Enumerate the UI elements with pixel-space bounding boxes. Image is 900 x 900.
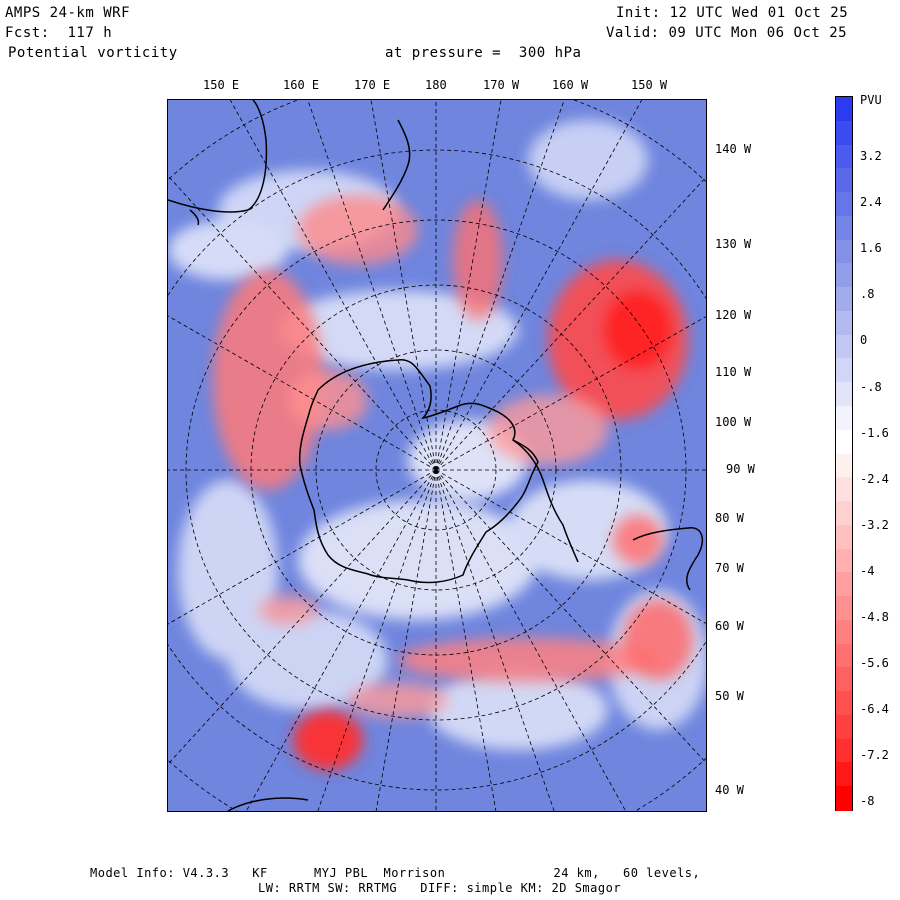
forecast-hour: Fcst: 117 h (5, 25, 113, 41)
model-info-line2: LW: RRTM SW: RRTMG DIFF: simple KM: 2D S… (258, 881, 622, 895)
colorbar-tick-label: 3.2 (860, 149, 882, 163)
south-america-coast (632, 527, 704, 591)
model-info-line1: Model Info: V4.3.3 KF MYJ PBL Morrison 2… (90, 866, 701, 880)
australia-coast (168, 100, 268, 213)
colorbar-segment (836, 762, 852, 787)
colorbar-segment (836, 263, 852, 288)
colorbar-segment (836, 97, 852, 122)
colorbar-segment (836, 334, 852, 360)
colorbar-segment (836, 572, 852, 597)
longitude-lines (168, 100, 706, 811)
colorbar-segment (836, 144, 852, 169)
colorbar-segment (836, 358, 852, 383)
colorbar-tick-label: -2.4 (860, 471, 889, 486)
colorbar-segment (836, 287, 852, 312)
colorbar-segment (836, 239, 852, 264)
model-title: AMPS 24-km WRF (5, 5, 131, 21)
colorbar-unit: PVU (860, 93, 882, 107)
colorbar-tick-label: 2.4 (860, 195, 882, 210)
lon-label-130w: 130 W (715, 237, 752, 251)
lon-label-50w: 50 W (715, 689, 744, 703)
coastlines (168, 100, 704, 811)
init-time: Init: 12 UTC Wed 01 Oct 25 (616, 5, 849, 21)
lon-label-100w: 100 W (715, 415, 752, 429)
lon-label-150e: 150 E (203, 78, 240, 92)
lon-label-140w: 140 W (715, 142, 752, 156)
pv-colorbar (835, 96, 853, 811)
colorbar-segment (836, 382, 852, 407)
colorbar-tick-label: -.8 (860, 379, 882, 394)
colorbar-tick-label: -4 (860, 563, 875, 578)
tasmania-coast (189, 209, 200, 226)
colorbar-tick-label: .8 (860, 287, 875, 302)
antarctic-peninsula-coast (512, 439, 579, 563)
colorbar-segment (836, 643, 852, 668)
lon-label-90w: 90 W (726, 462, 755, 476)
negative-pv-regions (213, 195, 693, 770)
neutral-pv-filaments (168, 120, 706, 750)
colorbar-segment (836, 453, 852, 478)
colorbar-segment (836, 596, 852, 621)
map-canvas (168, 100, 706, 811)
south-africa-coast (227, 797, 309, 811)
antarctica-coast (298, 359, 539, 584)
colorbar-tick-label: -7.2 (860, 748, 889, 763)
colorbar-segment (836, 405, 852, 431)
lon-label-60w: 60 W (715, 619, 744, 633)
colorbar-segment (836, 477, 852, 502)
lon-label-170e: 170 E (354, 78, 391, 92)
colorbar-tick-label: -8 (860, 794, 875, 809)
colorbar-tick-label: -3.2 (860, 517, 889, 532)
lon-label-160w: 160 W (552, 78, 589, 92)
colorbar-segment (836, 738, 852, 764)
colorbar-tick-label: -5.6 (860, 656, 889, 671)
colorbar-tick-label: 0 (860, 333, 868, 348)
lon-label-40w: 40 W (715, 783, 744, 797)
colorbar-segment (836, 714, 852, 740)
lon-label-170w: 170 W (483, 78, 520, 92)
potential-vorticity-map (167, 99, 707, 812)
colorbar-tick-label: -4.8 (860, 610, 889, 624)
colorbar-segment (836, 786, 852, 811)
lon-label-150w: 150 W (631, 78, 668, 92)
colorbar-segment (836, 310, 852, 336)
lon-label-70w: 70 W (715, 561, 744, 575)
lon-label-160e: 160 E (283, 78, 320, 92)
colorbar-tick-label: -6.4 (860, 702, 889, 717)
colorbar-segment (836, 168, 852, 193)
colorbar-segment (836, 501, 852, 526)
colorbar-segment (836, 524, 852, 550)
colorbar-segment (836, 215, 852, 241)
lon-label-120w: 120 W (715, 308, 752, 322)
lon-label-110w: 110 W (715, 365, 752, 379)
colorbar-segment (836, 667, 852, 692)
valid-time: Valid: 09 UTC Mon 06 Oct 25 (606, 25, 848, 41)
lon-label-180: 180 (425, 78, 447, 92)
field-name: Potential vorticity (8, 45, 178, 61)
lon-label-80w: 80 W (715, 511, 744, 525)
colorbar-segment (836, 120, 852, 146)
colorbar-tick-label: 1.6 (860, 241, 882, 256)
colorbar-segment (836, 429, 852, 455)
colorbar-segment (836, 619, 852, 645)
colorbar-segment (836, 548, 852, 573)
colorbar-segment (836, 691, 852, 716)
colorbar-tick-label: -1.6 (860, 425, 889, 440)
new-zealand-coast (382, 119, 411, 211)
pressure-level: at pressure = 300 hPa (385, 45, 582, 61)
colorbar-segment (836, 192, 852, 217)
